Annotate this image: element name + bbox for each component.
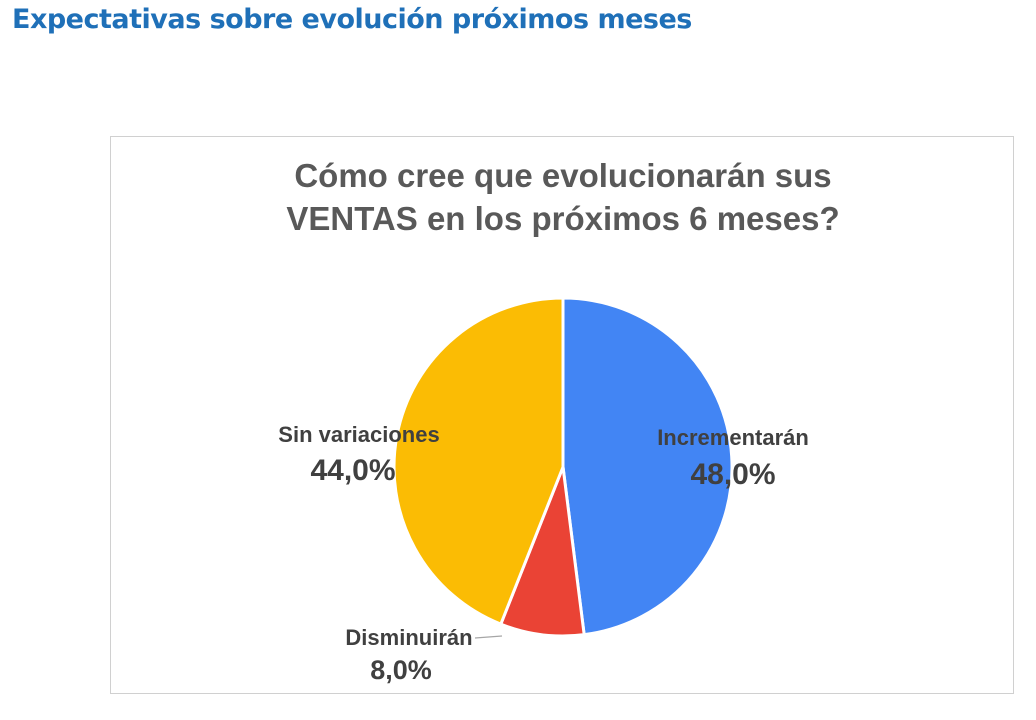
chart-title-line-1: Cómo cree que evolucionarán sus [294,157,831,194]
pie-slices [392,296,734,638]
slice-name-label: Disminuirán [345,625,472,650]
slice-name-label: Incrementarán [657,425,809,450]
slice-name-label: Sin variaciones [278,422,439,447]
slice-value-label: 8,0% [370,655,432,685]
chart-title-line-2: VENTAS en los próximos 6 meses? [286,200,839,237]
pie-chart: Cómo cree que evolucionarán sus VENTAS e… [278,157,839,685]
page-title: Expectativas sobre evolución próximos me… [12,4,692,35]
slice-labels: Incrementarán 48,0% Disminuirán 8,0% Sin var… [278,422,809,685]
slice-value-label: 48,0% [690,458,775,491]
pie-slice-incrementaran [561,296,734,637]
chart-frame: Cómo cree que evolucionarán sus VENTAS e… [110,136,1014,694]
disminuiran-leader-line [474,635,503,639]
slice-value-label: 44,0% [310,454,395,487]
pie-slice-sin-variaciones [392,296,565,627]
